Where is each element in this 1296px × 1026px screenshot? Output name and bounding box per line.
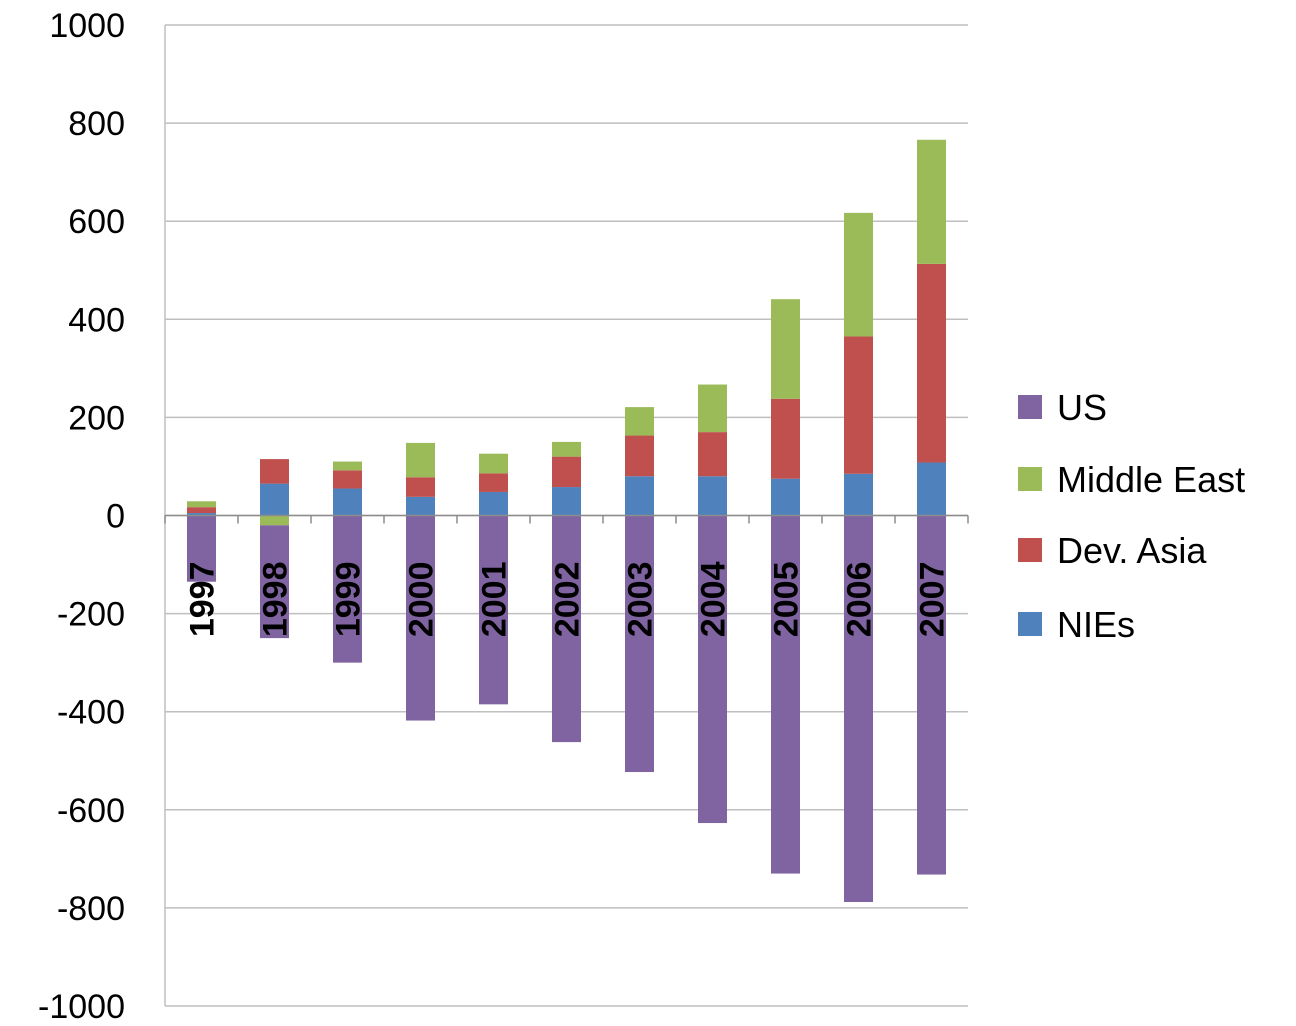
y-tick-label: -1000: [38, 988, 125, 1026]
legend-label: Dev. Asia: [1057, 530, 1207, 571]
bar-segment: [771, 515, 800, 874]
bar-segment: [552, 441, 581, 457]
bar-segment: [917, 139, 946, 264]
x-axis: [164, 514, 969, 524]
legend-label: Middle East: [1057, 459, 1245, 500]
bar-segment: [333, 470, 362, 489]
y-tick-label: 0: [106, 498, 125, 536]
bar-segment: [187, 513, 216, 516]
bar-segment: [406, 442, 435, 478]
bar-segment: [333, 461, 362, 471]
x-category-label: 1999: [330, 562, 368, 638]
legend-swatch: [1018, 538, 1042, 562]
bar-segment: [917, 515, 946, 875]
legend: US Middle East Dev. Asia NIEs: [1018, 387, 1245, 645]
y-tick-label: 400: [68, 301, 125, 339]
bar-segment: [479, 491, 508, 516]
x-category-label: 2004: [695, 561, 733, 637]
bars: [187, 139, 946, 903]
bar-segment: [844, 336, 873, 474]
y-tick-label: 800: [68, 105, 125, 143]
bar-segment: [771, 398, 800, 479]
bar-segment: [479, 453, 508, 474]
bar-segment: [844, 212, 873, 337]
bar-segment: [844, 473, 873, 516]
bar-segment: [771, 478, 800, 516]
y-tick-label: -600: [57, 792, 125, 830]
bar-segment: [260, 459, 289, 484]
bar-segment: [406, 496, 435, 516]
bar-segment: [552, 487, 581, 516]
x-category-label: 2000: [403, 562, 441, 638]
x-category-label: 2001: [476, 562, 514, 638]
legend-swatch: [1018, 395, 1042, 419]
legend-label: US: [1057, 387, 1107, 428]
x-category-label: 2003: [622, 562, 660, 638]
y-tick-label: 200: [68, 399, 125, 437]
y-axis: 1000 800 600 400 200 0 -200 -400 -600 -800 -1000: [38, 7, 166, 1026]
legend-swatch: [1018, 467, 1042, 491]
bar-segment: [260, 515, 289, 526]
bar-segment: [698, 384, 727, 433]
x-category-label: 2002: [549, 562, 587, 638]
bar-segment: [260, 483, 289, 516]
category-labels: 1997 1998 1999 2000 2001 2002 2003 2004 2005 2006…: [184, 561, 952, 637]
x-category-label: 1998: [257, 562, 295, 638]
legend-label: NIEs: [1057, 604, 1135, 645]
x-category-label: 2007: [914, 562, 952, 638]
y-tick-label: -800: [57, 890, 125, 928]
bar-segment: [698, 515, 727, 824]
bar-segment: [917, 263, 946, 463]
bar-segment: [406, 477, 435, 497]
bar-segment: [406, 515, 435, 721]
y-tick-label: 1000: [49, 7, 125, 45]
y-tick-label: -200: [57, 596, 125, 634]
bar-segment: [333, 488, 362, 516]
bar-segment: [479, 473, 508, 492]
x-category-label: 1997: [184, 562, 222, 638]
bar-segment: [552, 515, 581, 743]
bar-segment: [187, 507, 216, 514]
bar-segment: [625, 515, 654, 773]
bar-segment: [260, 525, 289, 639]
y-tick-label: -400: [57, 694, 125, 732]
bar-segment: [844, 515, 873, 903]
x-category-label: 2005: [768, 562, 806, 638]
bar-segment: [333, 515, 362, 663]
legend-swatch: [1018, 612, 1042, 636]
bar-segment: [625, 435, 654, 477]
bar-segment: [917, 462, 946, 516]
bar-segment: [625, 407, 654, 436]
bar-segment: [552, 456, 581, 488]
bar-segment: [698, 432, 727, 477]
y-tick-label: 600: [68, 203, 125, 241]
x-category-label: 2006: [841, 562, 879, 638]
bar-segment: [698, 476, 727, 516]
bar-segment: [187, 501, 216, 508]
bar-segment: [771, 299, 800, 399]
bar-segment: [187, 515, 216, 582]
bar-segment: [625, 476, 654, 516]
bar-segment: [479, 515, 508, 705]
